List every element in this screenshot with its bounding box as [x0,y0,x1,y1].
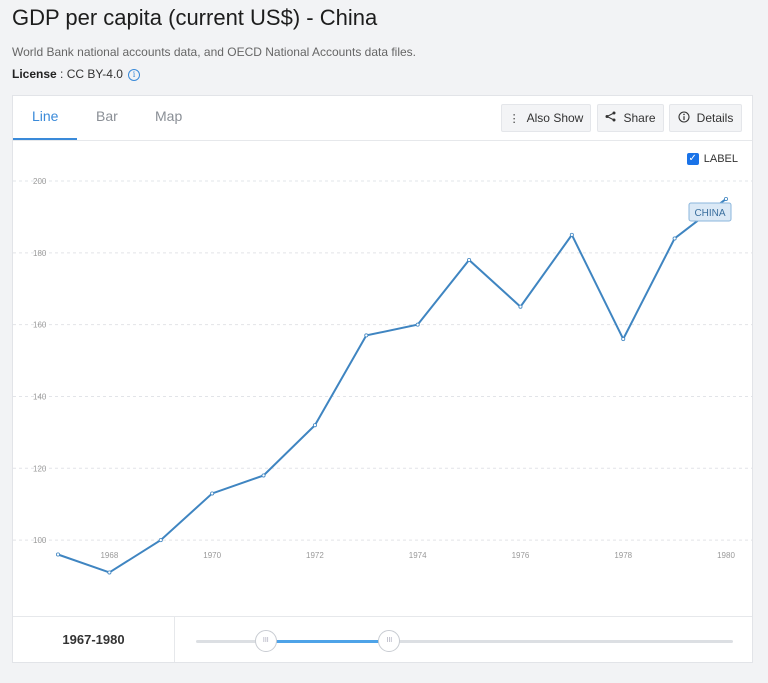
details-label: Details [696,111,734,125]
x-tick-label: 1976 [512,551,530,560]
range-start: 1967 [62,632,92,647]
tab-bar[interactable]: Bar [96,108,118,124]
line-chart: 100 120 140 160 180 200 1968 1970 1972 1974 1976 19… [13,177,752,575]
license-label: License [12,67,57,81]
series-line [57,198,727,574]
data-point [312,423,317,428]
slider-fill [265,640,390,643]
x-tick-label: 1970 [203,551,221,560]
data-point [467,258,472,263]
range-footer: 1967 - 1980 III III [13,616,752,662]
also-show-label: Also Show [526,111,584,125]
label-toggle[interactable]: ✓ LABEL [686,153,738,165]
data-point [261,473,266,478]
info-icon [678,110,690,126]
x-tick-label: 1972 [306,551,324,560]
share-button[interactable]: Share [597,104,664,132]
x-tick-label: 1978 [614,551,632,560]
y-tick-label: 200 [33,177,47,186]
y-tick-label: 100 [33,536,47,545]
data-point [158,538,163,543]
y-tick-label: 180 [33,249,47,258]
y-tick-label: 160 [33,321,47,330]
data-point [107,570,112,575]
label-checkbox[interactable]: ✓ [686,153,699,165]
active-tab-indicator [13,138,77,140]
x-tick-label: 1968 [100,551,118,560]
chart-card: Line Bar Map ⋮ Also Show Share [12,95,753,663]
data-point [621,337,626,342]
vertical-ellipsis-icon: ⋮ [508,112,520,125]
source-note: World Bank national accounts data, and O… [12,45,417,59]
license-value: CC BY-4.0 [66,67,123,81]
info-icon[interactable]: i [127,69,140,81]
data-point [415,322,420,327]
series-label-box [688,202,732,222]
data-point [364,333,369,338]
year-range-label: 1967 - 1980 [13,617,175,662]
chart-tabs: Line Bar Map ⋮ Also Show Share [13,96,752,141]
x-tick-label: 1974 [409,551,427,560]
details-button[interactable]: Details [669,104,742,132]
data-point [210,491,215,496]
data-point [569,232,574,237]
label-toggle-text: LABEL [703,153,738,165]
y-tick-label: 120 [33,464,47,473]
share-label: Share [623,111,656,125]
range-end: 1980 [95,632,125,647]
series-label: CHINA [694,208,725,219]
tab-line[interactable]: Line [32,108,59,124]
share-icon [605,111,616,125]
data-point [56,552,61,557]
also-show-button[interactable]: ⋮ Also Show [501,104,591,132]
data-point [724,196,729,201]
data-point [672,236,677,241]
data-point [518,304,523,309]
license-separator: : [56,67,67,81]
page-title: GDP per capita (current US$) - China [12,5,378,30]
chart-area: ✓ LABEL 100 120 140 160 180 200 1968 1970 1972 19… [13,141,752,616]
x-tick-label: 1980 [717,551,735,560]
y-tick-label: 140 [33,392,47,401]
license-line: License : CC BY-4.0 i [12,67,140,81]
slider-handle-start[interactable]: III [254,630,277,652]
range-separator: - [91,632,96,647]
slider-handle-end[interactable]: III [378,630,401,652]
tab-map[interactable]: Map [155,108,183,124]
year-range-slider[interactable]: III III [196,630,733,652]
